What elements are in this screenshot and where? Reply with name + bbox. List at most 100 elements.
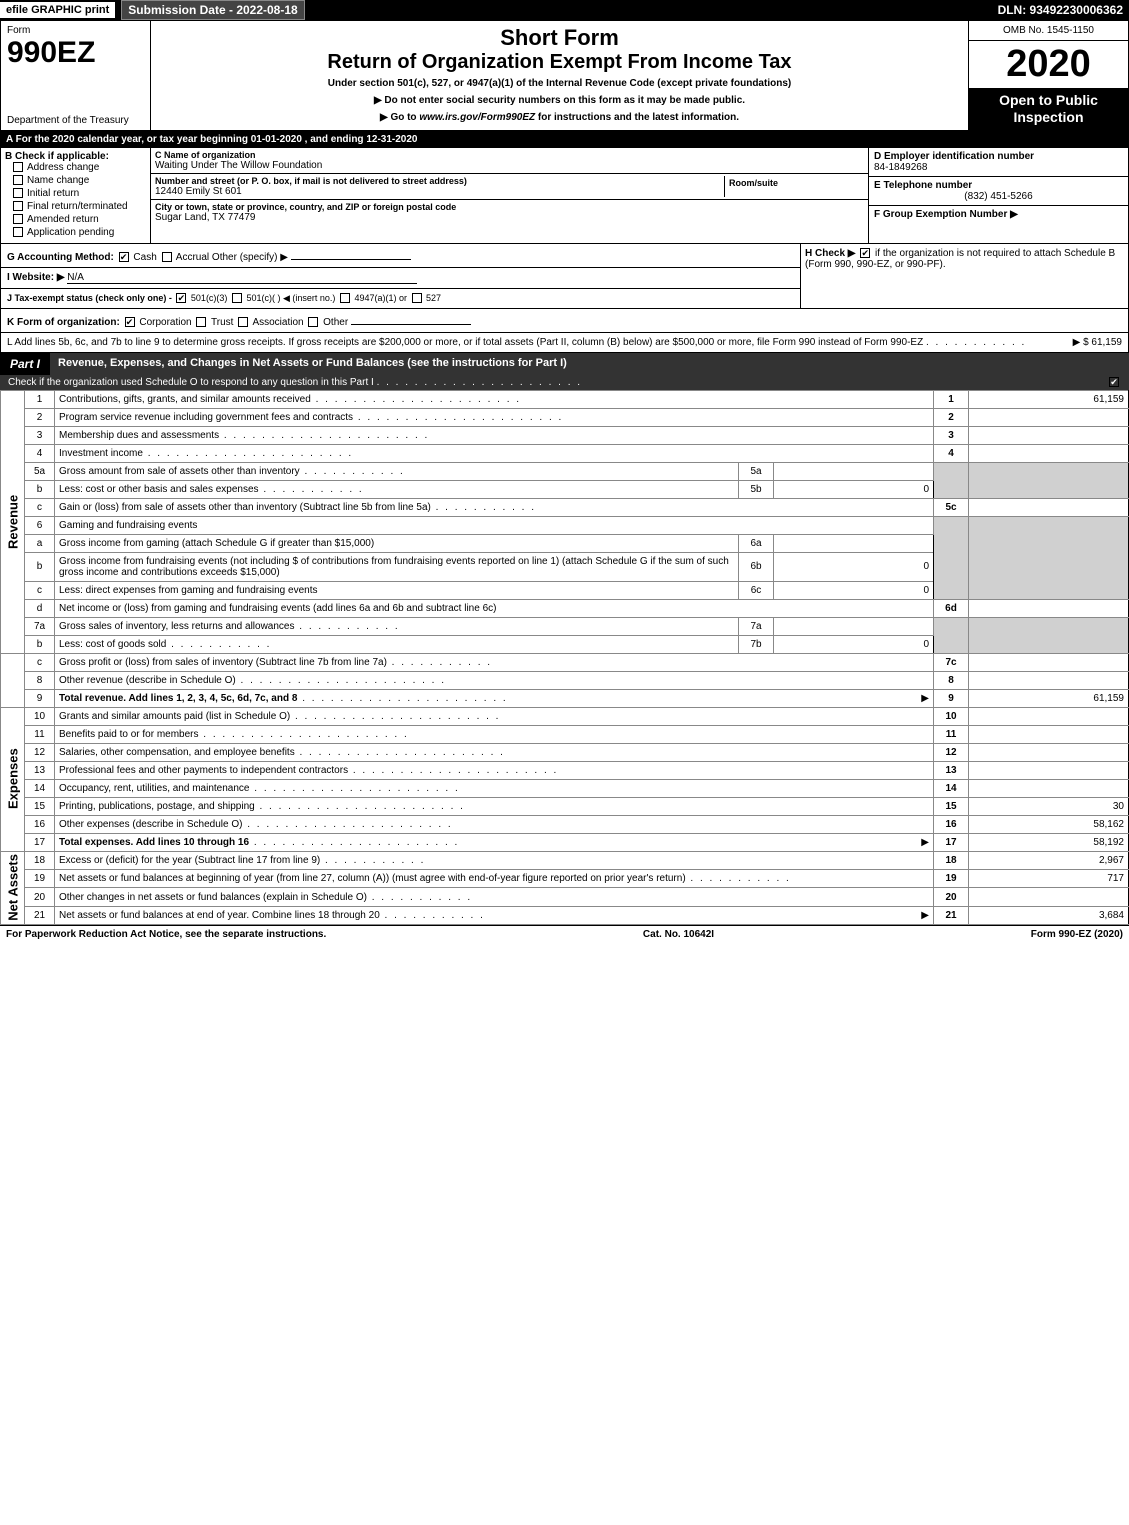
checkbox-k-other[interactable] <box>308 317 318 327</box>
irs-link[interactable]: www.irs.gov/Form990EZ <box>419 112 535 123</box>
amount-cell <box>969 707 1129 725</box>
row-desc: Gross amount from sale of assets other t… <box>59 466 300 477</box>
row-num: 12 <box>25 743 55 761</box>
other-specify-input[interactable] <box>291 248 411 260</box>
row-desc: Occupancy, rent, utilities, and maintena… <box>59 783 249 794</box>
row-desc: Contributions, gifts, grants, and simila… <box>59 394 311 405</box>
line-num: 9 <box>934 689 969 707</box>
checkbox-application-pending[interactable] <box>13 227 23 237</box>
row-num: 19 <box>25 870 55 888</box>
row-desc: Program service revenue including govern… <box>59 412 353 423</box>
chk-label: Amended return <box>27 214 99 225</box>
row-num: 7a <box>25 617 55 635</box>
row-num: 11 <box>25 725 55 743</box>
other-label: Other (specify) ▶ <box>212 252 288 263</box>
row-num: 4 <box>25 444 55 462</box>
checkbox-501c3[interactable] <box>176 293 186 303</box>
top-bar: efile GRAPHIC print Submission Date - 20… <box>0 0 1129 20</box>
line-num: 15 <box>934 797 969 815</box>
chk-label: Application pending <box>27 227 114 238</box>
sub-amount <box>774 534 934 552</box>
checkbox-cash[interactable] <box>119 252 129 262</box>
line-num: 18 <box>934 851 969 869</box>
checkbox-527[interactable] <box>412 293 422 303</box>
checkbox-schedule-o[interactable] <box>1109 377 1119 387</box>
part1-subtitle: Check if the organization used Schedule … <box>0 375 1129 390</box>
row-num: 6 <box>25 516 55 534</box>
k-other: Other <box>323 317 348 328</box>
org-name: Waiting Under The Willow Foundation <box>155 160 864 171</box>
amount-cell <box>969 743 1129 761</box>
checkbox-name-change[interactable] <box>13 175 23 185</box>
submission-date: Submission Date - 2022-08-18 <box>121 0 304 20</box>
row-num: 17 <box>25 833 55 851</box>
row-num: b <box>25 480 55 498</box>
checkbox-address-change[interactable] <box>13 162 23 172</box>
line-num: 20 <box>934 888 969 906</box>
row-desc: Grants and similar amounts paid (list in… <box>59 711 290 722</box>
row-num: a <box>25 534 55 552</box>
section-b: B Check if applicable: Address change Na… <box>0 148 1129 244</box>
amount-cell: 30 <box>969 797 1129 815</box>
checkbox-k-assoc[interactable] <box>238 317 248 327</box>
goto-note: ▶ Go to www.irs.gov/Form990EZ for instru… <box>155 112 964 123</box>
sub-amount: 0 <box>774 581 934 599</box>
line-num: 19 <box>934 870 969 888</box>
row-num: 18 <box>25 851 55 869</box>
street-address: 12440 Emily St 601 <box>155 186 724 197</box>
ein-value: 84-1849268 <box>874 162 1123 173</box>
checkbox-h-not-required[interactable] <box>860 248 870 258</box>
row-num: c <box>25 653 55 671</box>
row-desc: Gain or (loss) from sale of assets other… <box>59 502 431 513</box>
row-desc: Printing, publications, postage, and shi… <box>59 801 255 812</box>
row-num: 16 <box>25 815 55 833</box>
tax-year: 2020 <box>969 41 1128 88</box>
checkbox-amended-return[interactable] <box>13 214 23 224</box>
checkbox-501c[interactable] <box>232 293 242 303</box>
line-num: 2 <box>934 408 969 426</box>
side-label-expenses: Expenses <box>1 707 25 851</box>
amount-cell: 61,159 <box>969 390 1129 408</box>
line-num: 5c <box>934 498 969 516</box>
row-num: 9 <box>25 689 55 707</box>
page-footer: For Paperwork Reduction Act Notice, see … <box>0 925 1129 943</box>
checkbox-accrual[interactable] <box>162 252 172 262</box>
phone-value: (832) 451-5266 <box>874 191 1123 202</box>
amount-cell <box>969 761 1129 779</box>
checkbox-4947[interactable] <box>340 293 350 303</box>
website-value: N/A <box>67 272 417 284</box>
side-label-net-assets: Net Assets <box>1 851 25 925</box>
j-opt4: 527 <box>426 293 441 303</box>
k-label: K Form of organization: <box>7 317 120 328</box>
chk-label: Name change <box>27 175 89 186</box>
efile-print-button[interactable]: efile GRAPHIC print <box>0 2 115 18</box>
amount-cell <box>969 498 1129 516</box>
k-other-input[interactable] <box>351 313 471 325</box>
b-label: B Check if applicable: <box>5 151 146 162</box>
room-label: Room/suite <box>729 178 860 188</box>
warning-note: ▶ Do not enter social security numbers o… <box>155 95 964 106</box>
i-label: I Website: ▶ <box>7 272 65 283</box>
sub-amount <box>774 617 934 635</box>
sub-line-num: 5b <box>739 480 774 498</box>
j-opt3: 4947(a)(1) or <box>354 293 407 303</box>
row-desc: Less: direct expenses from gaming and fu… <box>59 585 317 596</box>
checkbox-k-corp[interactable] <box>125 317 135 327</box>
row-desc: Benefits paid to or for members <box>59 729 199 740</box>
short-form-title: Short Form <box>155 25 964 51</box>
amount-cell <box>969 671 1129 689</box>
checkbox-final-return[interactable] <box>13 201 23 211</box>
city-value: Sugar Land, TX 77479 <box>155 212 864 223</box>
chk-label: Address change <box>27 162 99 173</box>
row-num: 14 <box>25 779 55 797</box>
c-label: C Name of organization <box>155 150 864 160</box>
checkbox-initial-return[interactable] <box>13 188 23 198</box>
checkbox-k-trust[interactable] <box>196 317 206 327</box>
sub-line-num: 5a <box>739 462 774 480</box>
goto-prefix: ▶ Go to <box>380 112 419 123</box>
row-num: c <box>25 498 55 516</box>
k-corp: Corporation <box>139 317 191 328</box>
row-num: 8 <box>25 671 55 689</box>
f-label: F Group Exemption Number ▶ <box>874 209 1123 220</box>
row-desc: Less: cost of goods sold <box>59 639 166 650</box>
